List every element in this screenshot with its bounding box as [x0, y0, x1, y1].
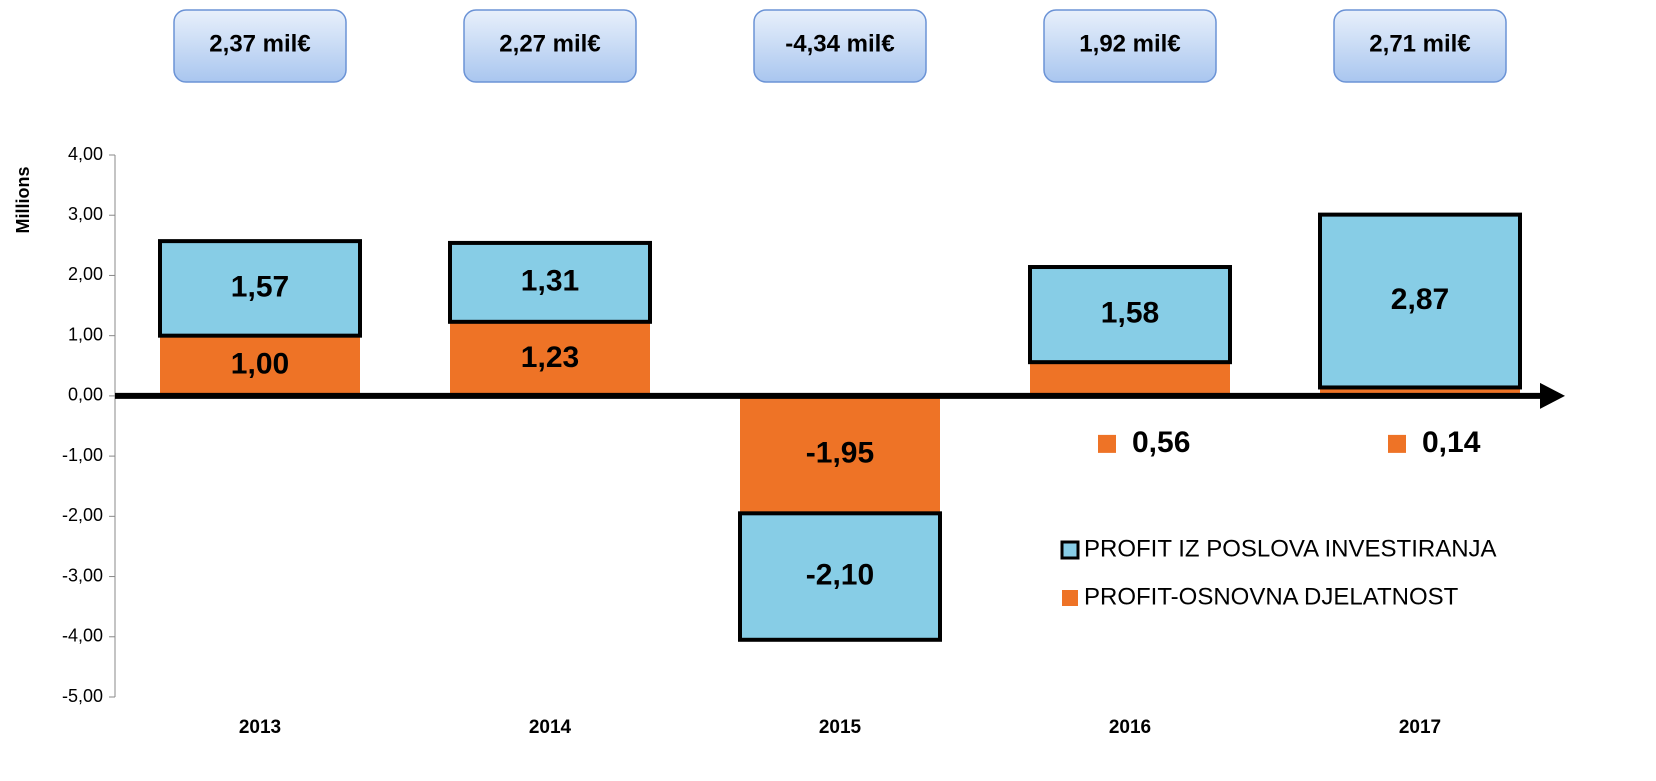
annotation-box — [1043, 9, 1217, 83]
legend-label: PROFIT IZ POSLOVA INVESTIRANJA — [1084, 535, 1497, 562]
value-label: 1,00 — [231, 348, 289, 381]
bar-investing — [1318, 212, 1522, 390]
y-axis-label: Millions — [13, 167, 33, 234]
legend-key — [1060, 540, 1080, 560]
value-label: 1,23 — [521, 341, 579, 374]
annotation-box — [173, 9, 347, 83]
y-tick-label: 2,00 — [68, 264, 103, 284]
value-label: 1,31 — [521, 264, 579, 297]
y-tick-label: -3,00 — [62, 565, 103, 585]
legend-key — [1062, 590, 1078, 606]
value-label: 1,58 — [1101, 297, 1159, 330]
label-key — [1388, 434, 1406, 453]
x-tick-label: 2016 — [1109, 717, 1151, 738]
value-label: 0,14 — [1422, 426, 1481, 459]
bar-core — [740, 395, 940, 514]
y-tick-label: 1,00 — [68, 324, 103, 344]
value-label: -2,10 — [806, 558, 874, 591]
bar-investing — [1028, 265, 1232, 365]
y-tick-label: 4,00 — [68, 144, 103, 164]
y-tick-label: -5,00 — [62, 686, 103, 706]
bar-core — [450, 321, 650, 396]
bar-core — [1320, 387, 1520, 396]
value-label: -1,95 — [806, 437, 874, 470]
value-label: 1,57 — [231, 270, 289, 303]
annotation: 2,71 mil€ — [1369, 30, 1470, 57]
y-tick-label: -2,00 — [62, 505, 103, 525]
annotation: 2,27 mil€ — [499, 30, 600, 57]
y-tick-label: 3,00 — [68, 204, 103, 224]
label-key — [1098, 434, 1116, 453]
y-tick-label: -4,00 — [62, 626, 103, 646]
y-tick-label: -1,00 — [62, 445, 103, 465]
value-label: 2,87 — [1391, 283, 1449, 316]
annotation: -4,34 mil€ — [785, 30, 894, 57]
annotation: 1,92 mil€ — [1079, 30, 1180, 57]
x-tick-label: 2015 — [819, 717, 862, 738]
legend-label: PROFIT-OSNOVNA DJELATNOST — [1084, 583, 1459, 610]
bar-core — [1030, 362, 1230, 396]
x-tick-label: 2017 — [1399, 717, 1441, 738]
bar-investing — [448, 240, 652, 324]
bar-core — [160, 335, 360, 396]
x-tick-label: 2014 — [529, 717, 572, 738]
annotation-box — [753, 9, 927, 83]
annotation-box — [463, 9, 637, 83]
annotation: 2,37 mil€ — [209, 30, 310, 57]
x-axis-arrow — [1540, 382, 1565, 409]
bar-investing — [158, 239, 362, 338]
value-label: 0,56 — [1132, 426, 1190, 459]
x-tick-label: 2013 — [239, 717, 281, 738]
bar-investing — [738, 511, 942, 642]
annotation-box — [1333, 9, 1507, 83]
y-tick-label: 0,00 — [68, 385, 103, 405]
